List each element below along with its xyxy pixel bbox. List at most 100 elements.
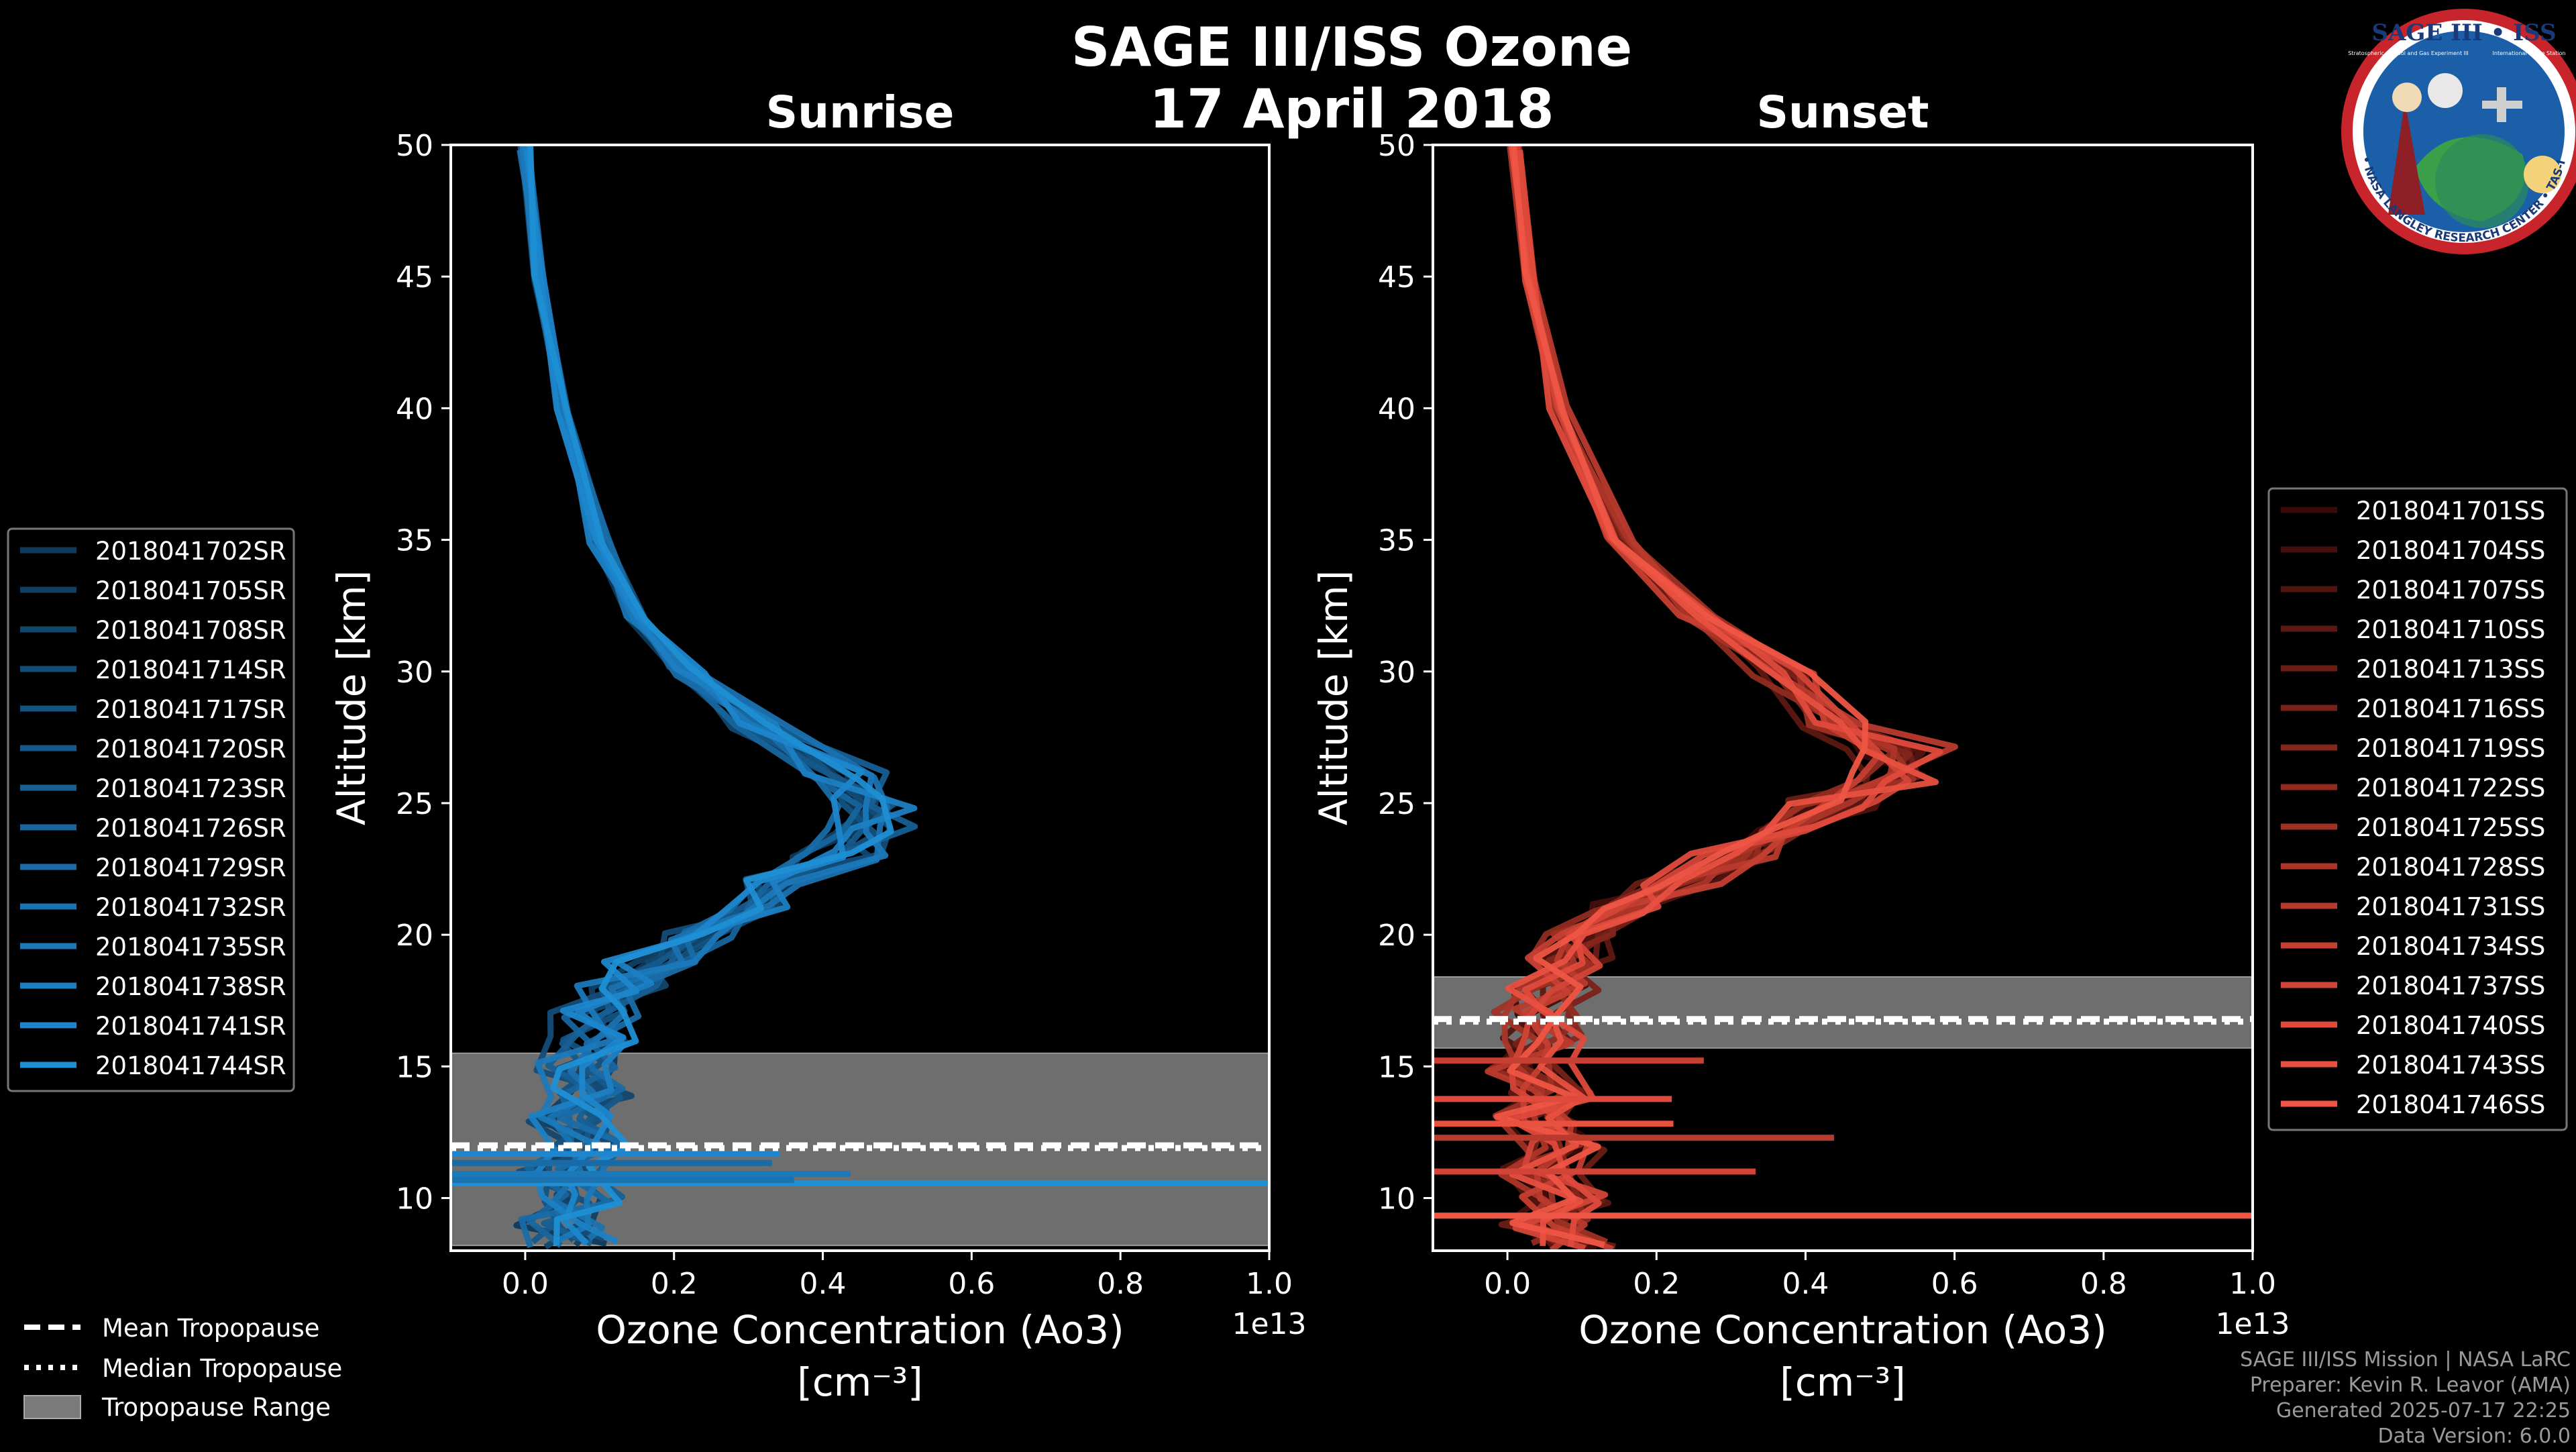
- y-tick-label: 30: [1378, 656, 1415, 690]
- legend-label-2018041710SS: 2018041710SS: [2356, 615, 2545, 644]
- x-tick-label: 0.2: [1633, 1267, 1680, 1301]
- footer-line4: Data Version: 6.0.0: [2378, 1424, 2571, 1448]
- legend-label-2018041702SR: 2018041702SR: [95, 537, 286, 566]
- legend-label-2018041726SR: 2018041726SR: [95, 814, 286, 843]
- legend-median-label: Median Tropopause: [102, 1354, 342, 1383]
- logo-station-truss: [2497, 87, 2506, 122]
- y-tick-label: 45: [396, 260, 433, 295]
- legend-label-2018041737SS: 2018041737SS: [2356, 972, 2545, 1000]
- logo-wizard-robe: [2388, 101, 2425, 215]
- logo-small-right: International Space Station: [2493, 50, 2566, 56]
- y-tick-label: 15: [1378, 1050, 1415, 1084]
- legend-label-2018041735SR: 2018041735SR: [95, 933, 286, 962]
- x-axis-units: [cm⁻³]: [797, 1359, 923, 1405]
- figure-title-line2: 17 April 2018: [1149, 78, 1554, 140]
- axes-frame: [1432, 144, 2254, 1252]
- y-tick-label: 50: [396, 129, 433, 163]
- logo-wizard-head: [2392, 83, 2422, 112]
- y-tick-label: 15: [396, 1050, 433, 1084]
- legend-label-2018041723SR: 2018041723SR: [95, 774, 286, 803]
- logo-moon-icon: [2428, 73, 2463, 108]
- y-tick-label: 20: [396, 919, 433, 953]
- legend-label-2018041738SR: 2018041738SR: [95, 972, 286, 1001]
- x-tick-label: 0.4: [800, 1267, 847, 1301]
- sunrise-panel: Sunrise 0.0 0.2 0.4 0.6 0.8 1.0 1e13 10 15 20 25 30 3…: [329, 87, 1307, 1405]
- sunset-panel: Sunset 0.0 0.2 0.4 0.6 0.8 1.0 1e13 10 15 20 25 30 35…: [1311, 87, 2290, 1405]
- x-tick-label: 1.0: [2229, 1267, 2276, 1301]
- x-scale-label: 1e13: [1232, 1307, 1306, 1341]
- legend-label-2018041740SS: 2018041740SS: [2356, 1011, 2545, 1040]
- footer-info: SAGE III/ISS Mission | NASA LaRC Prepare…: [2240, 1348, 2571, 1448]
- legend-label-2018041701SS: 2018041701SS: [2356, 497, 2545, 525]
- panel-title: Sunrise: [766, 87, 955, 138]
- x-axis-units: [cm⁻³]: [1780, 1359, 1906, 1405]
- legend-label-2018041713SS: 2018041713SS: [2356, 655, 2545, 684]
- figure-title-line1: SAGE III/ISS Ozone: [1071, 16, 1632, 79]
- y-tick-label: 25: [1378, 787, 1415, 821]
- y-tick-label: 20: [1378, 919, 1415, 953]
- sunset-legend-frame: [2267, 487, 2568, 1131]
- y-tick-label: 10: [396, 1182, 433, 1216]
- legend-label-2018041704SS: 2018041704SS: [2356, 536, 2545, 565]
- sunset-legend: 2018041701SS 2018041704SS 2018041707SS 2018…: [2267, 487, 2568, 1131]
- sunrise-legend: 2018041702SR 2018041705SR 2018041708SR 2018…: [7, 527, 295, 1092]
- legend-label-2018041729SR: 2018041729SR: [95, 853, 286, 882]
- logo-small-left: Stratospheric Aerosol and Gas Experiment…: [2348, 50, 2468, 56]
- legend-label-2018041732SR: 2018041732SR: [95, 893, 286, 922]
- y-tick-label: 50: [1378, 129, 1415, 163]
- legend-label-2018041719SS: 2018041719SS: [2356, 734, 2545, 763]
- y-tick-label: 10: [1378, 1182, 1415, 1216]
- legend-label-2018041731SS: 2018041731SS: [2356, 892, 2545, 921]
- plot-area: [451, 145, 1269, 1250]
- x-tick-label: 0.8: [2080, 1267, 2127, 1301]
- legend-label-2018041707SS: 2018041707SS: [2356, 576, 2545, 605]
- legend-label-2018041743SS: 2018041743SS: [2356, 1051, 2545, 1080]
- legend-label-2018041714SR: 2018041714SR: [95, 656, 286, 684]
- legend-range-label: Tropopause Range: [101, 1393, 331, 1422]
- sunrise-legend-frame: [7, 527, 295, 1092]
- legend-label-2018041717SR: 2018041717SR: [95, 695, 286, 724]
- footer-line2: Preparer: Kevin R. Leavor (AMA): [2250, 1373, 2571, 1397]
- y-tick-label: 40: [396, 392, 433, 426]
- legend-label-2018041741SR: 2018041741SR: [95, 1012, 286, 1041]
- legend-label-2018041744SR: 2018041744SR: [95, 1051, 286, 1080]
- legend-mean-label: Mean Tropopause: [102, 1314, 320, 1343]
- legend-label-2018041720SR: 2018041720SR: [95, 735, 286, 764]
- x-tick-label: 0.6: [948, 1267, 995, 1301]
- y-tick-label: 40: [1378, 392, 1415, 426]
- legend-label-2018041716SS: 2018041716SS: [2356, 694, 2545, 723]
- logo-globe: [2435, 134, 2529, 228]
- x-tick-label: 0.0: [1484, 1267, 1531, 1301]
- legend-label-2018041728SS: 2018041728SS: [2356, 853, 2545, 882]
- axes-frame: [449, 144, 1271, 1252]
- legend-label-2018041722SS: 2018041722SS: [2356, 774, 2545, 802]
- y-tick-label: 30: [396, 656, 433, 690]
- x-axis-label: Ozone Concentration (Ao3): [1578, 1307, 2107, 1353]
- profile-line-2018041716SS: [1508, 145, 1912, 1248]
- y-tick-label: 25: [396, 787, 433, 821]
- y-tick-label: 35: [1378, 524, 1415, 558]
- logo-sun-icon: [2524, 156, 2561, 193]
- legend-label-2018041708SR: 2018041708SR: [95, 616, 286, 645]
- profile-line-2018041744SR: [527, 145, 894, 1246]
- x-tick-label: 0.2: [651, 1267, 698, 1301]
- x-tick-label: 0.6: [1931, 1267, 1978, 1301]
- legend-label-2018041734SS: 2018041734SS: [2356, 932, 2545, 961]
- y-tick-label: 45: [1378, 260, 1415, 295]
- y-axis-label: Altitude [km]: [329, 570, 374, 825]
- footer-line1: SAGE III/ISS Mission | NASA LaRC: [2240, 1348, 2571, 1371]
- panel-title: Sunset: [1756, 87, 1929, 138]
- legend-label-2018041705SR: 2018041705SR: [95, 576, 286, 605]
- plot-area: [1433, 145, 2253, 1251]
- x-tick-label: 1.0: [1246, 1267, 1293, 1301]
- profile-line-2018041701SS: [1510, 146, 1927, 1242]
- x-tick-label: 0.8: [1097, 1267, 1144, 1301]
- x-tick-label: 0.0: [502, 1267, 549, 1301]
- legend-label-2018041725SS: 2018041725SS: [2356, 813, 2545, 842]
- x-scale-label: 1e13: [2215, 1307, 2290, 1341]
- x-axis-label: Ozone Concentration (Ao3): [596, 1307, 1124, 1353]
- tropopause-legend: Mean Tropopause Median Tropopause Tropop…: [23, 1314, 342, 1422]
- y-axis-label: Altitude [km]: [1311, 570, 1356, 825]
- y-tick-label: 35: [396, 524, 433, 558]
- legend-label-2018041746SS: 2018041746SS: [2356, 1090, 2545, 1119]
